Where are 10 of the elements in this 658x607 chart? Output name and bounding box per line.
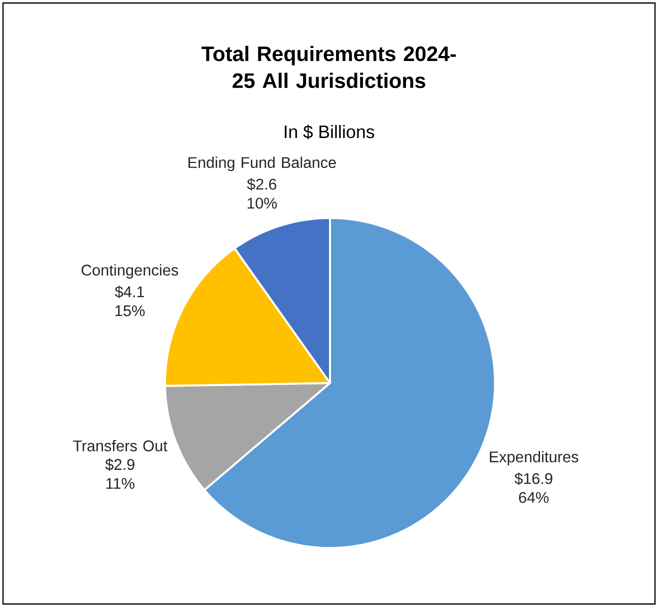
data-label: $16.9 64% (514, 472, 552, 503)
slice-label: Expenditures (490, 451, 578, 466)
slice-label: Contingencies (82, 264, 178, 279)
data-label: $2.6 10% (247, 178, 277, 209)
slice-label: Ending Fund Balance (188, 156, 336, 172)
chart-subtitle: In $ Billions (284, 124, 374, 140)
data-label: $2.9 11% (105, 458, 134, 489)
slice-label: Transfers Out (73, 440, 168, 452)
data-label: $4.1 15% (114, 286, 145, 316)
chart-title: Total Requirements 2024-25 All Jurisdictions (202, 46, 456, 88)
